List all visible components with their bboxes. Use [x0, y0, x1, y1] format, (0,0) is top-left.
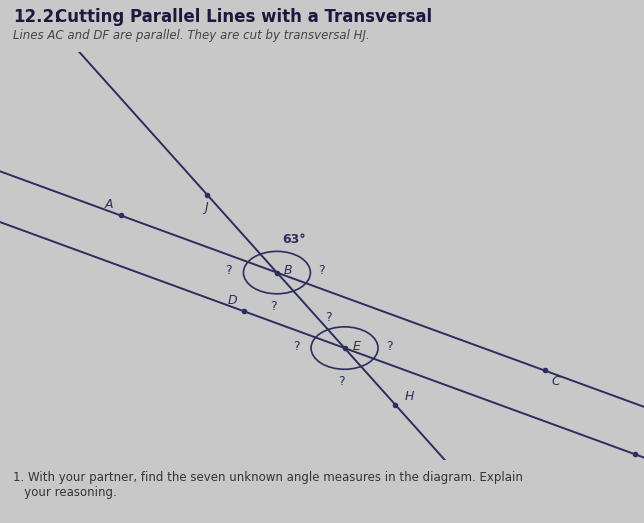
Text: B: B: [283, 264, 292, 277]
Text: 12.2:: 12.2:: [13, 8, 61, 26]
Text: J: J: [204, 201, 207, 214]
Text: ?: ?: [270, 300, 277, 313]
Text: H: H: [405, 390, 415, 403]
Text: Lines AC and DF are parallel. They are cut by transversal HJ.: Lines AC and DF are parallel. They are c…: [13, 29, 370, 42]
Text: Cutting Parallel Lines with a Transversal: Cutting Parallel Lines with a Transversa…: [55, 8, 432, 26]
Text: E: E: [352, 339, 360, 353]
Text: ?: ?: [386, 339, 392, 353]
Text: ?: ?: [318, 264, 325, 277]
Text: ?: ?: [338, 376, 345, 389]
Text: 1. With your partner, find the seven unknown angle measures in the diagram. Expl: 1. With your partner, find the seven unk…: [13, 471, 523, 499]
Text: C: C: [551, 374, 560, 388]
Text: 63°: 63°: [282, 233, 306, 246]
Text: ?: ?: [293, 339, 299, 353]
Text: ?: ?: [225, 264, 232, 277]
Text: ?: ?: [325, 311, 332, 324]
Text: A: A: [104, 198, 113, 211]
Text: D: D: [228, 294, 238, 308]
